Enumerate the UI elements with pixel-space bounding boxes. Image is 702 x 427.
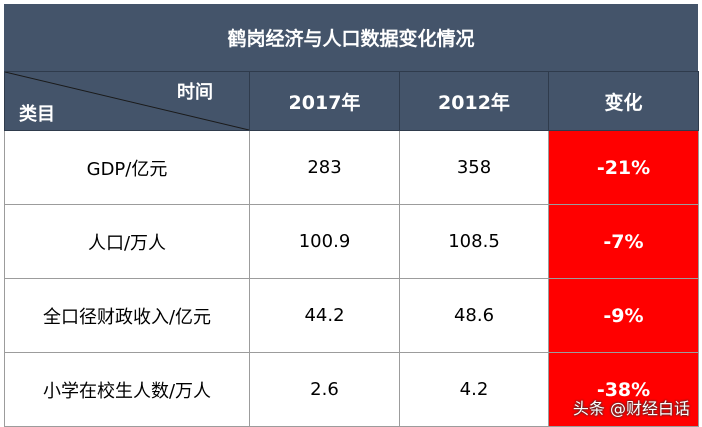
row-value-2017: 283 [249,130,400,205]
header-2012: 2012年 [399,71,549,131]
table-row: 全口径财政收入/亿元 44.2 48.6 -9% [4,278,699,353]
row-value-2012: 4.2 [399,352,549,427]
row-category: 全口径财政收入/亿元 [4,278,250,353]
corner-category-label: 类目 [19,104,55,125]
header-2017: 2017年 [249,71,400,131]
table-row: GDP/亿元 283 358 -21% [4,130,699,205]
row-change: -38% [548,352,699,427]
row-change: -7% [548,204,699,279]
row-change: -21% [548,130,699,205]
row-value-2017: 2.6 [249,352,400,427]
table-row: 人口/万人 100.9 108.5 -7% [4,204,699,279]
table-title: 鹤岗经济与人口数据变化情况 [4,4,698,71]
row-category: 人口/万人 [4,204,250,279]
diagonal-divider [5,72,249,130]
header-row: 时间 类目 2017年 2012年 变化 [4,71,699,131]
row-change: -9% [548,278,699,353]
row-value-2017: 44.2 [249,278,400,353]
corner-time-label: 时间 [177,82,213,103]
watermark: 头条 @财经白话 [572,399,690,418]
row-category: 小学在校生人数/万人 [4,352,250,427]
row-category: GDP/亿元 [4,130,250,205]
data-table: 时间 类目 2017年 2012年 变化 GDP/亿元 283 358 -21%… [4,71,699,427]
corner-cell: 时间 类目 [4,71,250,131]
row-value-2012: 108.5 [399,204,549,279]
table-row: 小学在校生人数/万人 2.6 4.2 -38% [4,352,699,427]
header-change: 变化 [548,71,699,131]
row-value-2012: 358 [399,130,549,205]
row-value-2017: 100.9 [249,204,400,279]
row-value-2012: 48.6 [399,278,549,353]
